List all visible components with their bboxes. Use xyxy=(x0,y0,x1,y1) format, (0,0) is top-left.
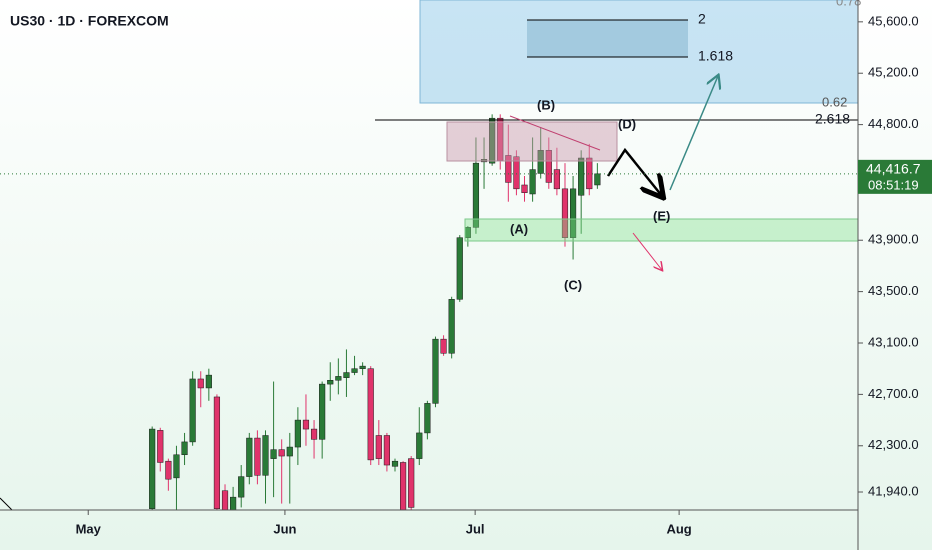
candle-body xyxy=(181,441,188,456)
candle-body xyxy=(375,435,382,459)
candle-body xyxy=(529,169,536,195)
candle-body xyxy=(278,449,285,457)
drawing-line xyxy=(0,497,13,511)
projection-arrow xyxy=(606,147,662,196)
candle-body xyxy=(286,446,293,457)
fib-label: 0.62 xyxy=(822,94,847,109)
wave-label: (C) xyxy=(564,277,582,292)
candle-body xyxy=(440,338,447,354)
candle-body xyxy=(173,454,180,479)
wave-label: (D) xyxy=(618,116,636,131)
y-tick-label: 45,600.0 xyxy=(868,13,919,28)
candle-body xyxy=(221,490,229,511)
y-tick-label: 44,800.0 xyxy=(868,116,919,131)
candle-body xyxy=(246,437,253,477)
candle-body xyxy=(472,162,480,228)
y-tick-label: 41,940.0 xyxy=(868,483,919,498)
candle-body xyxy=(238,476,245,498)
candle-body xyxy=(569,188,577,238)
fib-label: 2 xyxy=(698,11,706,27)
candle-body xyxy=(270,449,277,459)
candle-body xyxy=(489,117,496,164)
x-tick-label: Jul xyxy=(466,521,485,536)
candle-body xyxy=(561,188,569,238)
candle-body xyxy=(416,432,423,459)
d-zone xyxy=(446,121,618,162)
y-tick-label: 42,700.0 xyxy=(868,386,919,401)
chart-title: US30 · 1D · FOREXCOM xyxy=(10,13,169,29)
candle-body xyxy=(383,435,390,466)
y-tick-label: 42,300.0 xyxy=(868,437,919,452)
trend-line xyxy=(509,115,601,151)
candle-body xyxy=(335,376,342,381)
candle-body xyxy=(456,237,463,300)
candle-body xyxy=(254,437,261,476)
candle-body xyxy=(319,383,326,440)
x-tick-label: May xyxy=(76,521,102,536)
candle-body xyxy=(586,157,593,190)
target-zone xyxy=(419,0,859,104)
candle-body xyxy=(359,365,366,369)
x-tick-label: Aug xyxy=(666,521,691,536)
candle-body xyxy=(432,338,439,404)
candle-body xyxy=(545,150,552,183)
candle-body xyxy=(294,419,301,448)
candle-body xyxy=(205,374,212,389)
candle-body xyxy=(262,435,269,476)
candle-body xyxy=(165,460,172,480)
candle-body xyxy=(189,378,196,443)
y-tick-label: 43,100.0 xyxy=(868,334,919,349)
candle-body xyxy=(448,299,455,354)
fib-label: 1.618 xyxy=(698,48,733,64)
last-price-label: 44,416.7 xyxy=(866,161,921,177)
wave-label: (E) xyxy=(653,208,670,223)
candle-body xyxy=(367,368,374,461)
fib-label: 2.618 xyxy=(815,111,850,127)
wave-label: (A) xyxy=(510,221,528,236)
candle-body xyxy=(327,380,334,385)
candle-body xyxy=(343,372,350,378)
fib-label: 0.78 xyxy=(836,0,861,8)
candle-body xyxy=(424,403,431,434)
candle-body xyxy=(149,428,156,509)
candle-body xyxy=(553,169,560,190)
candle-body xyxy=(302,419,310,430)
candle-body xyxy=(505,155,512,183)
candle-body xyxy=(230,496,237,511)
candle-body xyxy=(197,378,204,389)
last-price-box xyxy=(858,159,932,194)
candle-body xyxy=(594,173,601,186)
candle-body xyxy=(213,396,221,509)
y-tick-label: 43,900.0 xyxy=(868,232,919,247)
candle-body xyxy=(400,462,407,511)
bull-arrow xyxy=(669,76,718,191)
candle-body xyxy=(310,428,318,440)
y-tick-label: 45,200.0 xyxy=(868,65,919,80)
countdown-label: 08:51:19 xyxy=(868,177,919,192)
candle-body xyxy=(578,157,585,196)
candle-body xyxy=(157,430,164,463)
x-tick-label: Jun xyxy=(273,521,296,536)
candle-body xyxy=(391,460,399,467)
fib-box xyxy=(527,20,688,57)
bear-arrow xyxy=(632,232,662,270)
y-tick-label: 43,500.0 xyxy=(868,283,919,298)
candle-body xyxy=(408,458,415,508)
wave-label: (B) xyxy=(537,97,555,112)
candle-body xyxy=(513,156,520,190)
candle-body xyxy=(521,184,528,193)
candle-body xyxy=(351,368,358,373)
